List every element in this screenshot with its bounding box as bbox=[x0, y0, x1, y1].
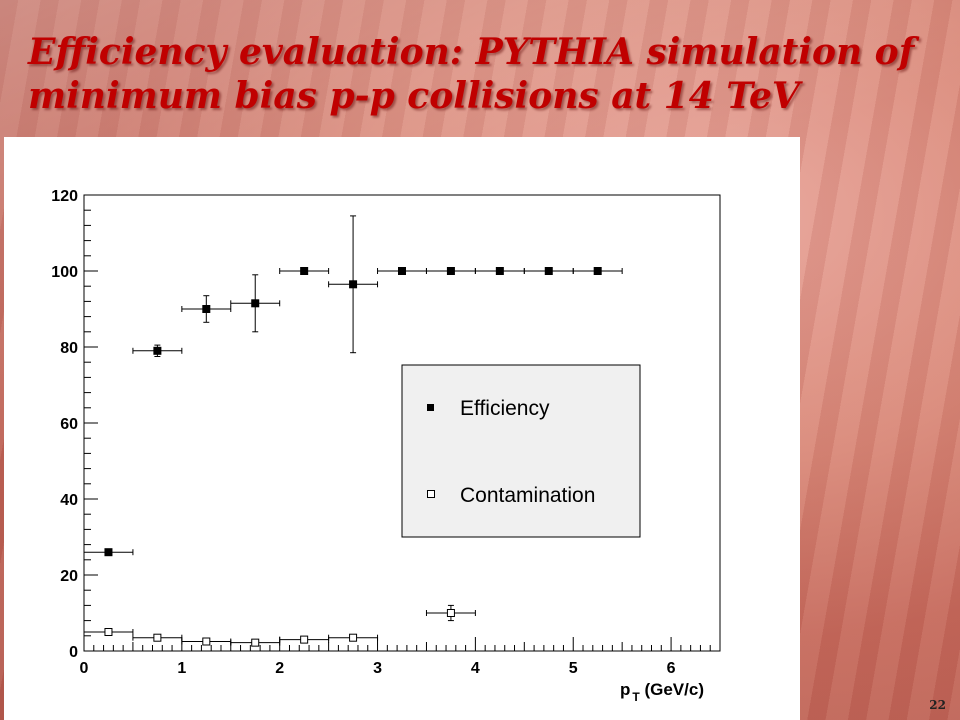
legend-label-efficiency: Efficiency bbox=[460, 397, 550, 420]
x-tick-label: 2 bbox=[275, 660, 284, 677]
y-tick-label: 0 bbox=[69, 644, 78, 661]
y-tick-label: 20 bbox=[60, 568, 78, 585]
contamination-marker bbox=[202, 637, 211, 646]
contamination-marker bbox=[251, 638, 260, 647]
efficiency-point bbox=[425, 267, 476, 275]
efficiency-marker bbox=[300, 267, 309, 275]
x-tick-label: 0 bbox=[80, 660, 89, 677]
x-axis-title-main: p bbox=[620, 680, 630, 699]
y-tick-label: 60 bbox=[60, 416, 78, 433]
y-tick-label: 80 bbox=[60, 340, 78, 357]
efficiency-point bbox=[230, 274, 281, 333]
tick-marks bbox=[83, 194, 721, 652]
legend: Efficiency Contamination bbox=[401, 364, 641, 538]
plot-panel: 0 1 2 3 4 5 6 0 20 40 60 80 100 120 Efficiency Contam… bbox=[4, 137, 800, 720]
efficiency-marker bbox=[398, 267, 406, 275]
slide-title-line-2: minimum bias p-p collisions at 14 TeV bbox=[28, 75, 800, 117]
legend-marker-contamination bbox=[427, 490, 435, 498]
efficiency-point bbox=[181, 295, 232, 323]
y-tick-label: 100 bbox=[51, 264, 78, 281]
efficiency-marker bbox=[349, 280, 358, 289]
x-axis-title-subscript: T bbox=[632, 690, 640, 704]
efficiency-point bbox=[523, 267, 574, 275]
legend-box bbox=[401, 364, 641, 538]
data-points bbox=[83, 215, 623, 647]
contamination-point bbox=[328, 633, 379, 642]
contamination-point bbox=[230, 638, 281, 647]
contamination-marker bbox=[300, 635, 309, 644]
efficiency-marker bbox=[104, 548, 113, 557]
x-tick-label: 5 bbox=[569, 660, 578, 677]
legend-marker-efficiency bbox=[427, 404, 434, 411]
x-tick-label: 1 bbox=[177, 660, 186, 677]
contamination-marker bbox=[446, 609, 455, 617]
contamination-point bbox=[132, 633, 183, 642]
efficiency-marker bbox=[446, 267, 455, 275]
efficiency-marker bbox=[544, 267, 553, 275]
contamination-point bbox=[181, 637, 232, 646]
efficiency-marker bbox=[251, 299, 260, 308]
x-tick-label: 6 bbox=[667, 660, 676, 677]
efficiency-marker bbox=[153, 346, 162, 355]
efficiency-marker bbox=[593, 267, 602, 275]
contamination-point bbox=[83, 628, 134, 636]
efficiency-point bbox=[328, 215, 379, 354]
slide-title-line-1: Efficiency evaluation: PYTHIA simulation… bbox=[28, 31, 915, 73]
legend-label-contamination: Contamination bbox=[460, 484, 595, 507]
efficiency-point bbox=[279, 267, 330, 275]
efficiency-marker bbox=[202, 305, 211, 313]
efficiency-point bbox=[474, 267, 525, 275]
contamination-marker bbox=[153, 633, 162, 642]
efficiency-point bbox=[572, 267, 623, 275]
efficiency-point bbox=[83, 548, 134, 557]
page-number: 22 bbox=[929, 698, 946, 712]
contamination-marker bbox=[104, 628, 113, 636]
slide-title: Efficiency evaluation: PYTHIA simulation… bbox=[28, 30, 928, 118]
x-axis-title-unit: (GeV/c) bbox=[640, 680, 704, 699]
efficiency-point bbox=[377, 267, 427, 275]
contamination-point bbox=[279, 635, 330, 644]
x-tick-label: 3 bbox=[373, 660, 382, 677]
y-tick-label: 120 bbox=[51, 188, 78, 205]
x-tick-label: 4 bbox=[471, 660, 480, 677]
contamination-marker bbox=[349, 633, 358, 642]
efficiency-point bbox=[132, 344, 183, 357]
y-tick-label: 40 bbox=[60, 492, 78, 509]
contamination-point bbox=[425, 604, 476, 622]
efficiency-marker bbox=[495, 267, 504, 275]
